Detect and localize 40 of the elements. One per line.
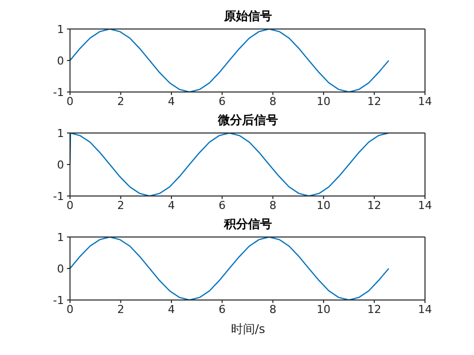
chart-title: 积分信号 [222, 216, 273, 232]
x-tick-label: 10 [316, 302, 331, 316]
line-series [70, 237, 390, 300]
x-tick-label: 10 [316, 198, 331, 212]
y-tick-label: -1 [53, 294, 64, 307]
x-tick-label: 12 [367, 198, 382, 212]
x-tick-label: 8 [269, 94, 276, 108]
chart-title: 原始信号 [223, 8, 273, 24]
x-tick-label: 0 [66, 94, 74, 108]
y-tick-label: 1 [57, 230, 64, 244]
x-tick-label: 8 [269, 198, 276, 212]
x-tick-label: 14 [418, 94, 432, 108]
x-tick-label: 6 [218, 94, 226, 108]
x-tick-label: 4 [168, 94, 175, 108]
x-tick-label: 4 [168, 302, 175, 316]
x-tick-label: 0 [66, 198, 74, 212]
y-tick-label: 0 [57, 158, 64, 172]
x-tick-label: 2 [117, 302, 124, 316]
x-tick-label: 14 [418, 302, 432, 316]
chart-title: 微分后信号 [216, 112, 279, 128]
x-tick-label: 0 [66, 302, 74, 316]
x-tick-label: 2 [117, 198, 124, 212]
x-tick-label: 14 [418, 198, 432, 212]
y-tick-label: 1 [57, 22, 64, 36]
x-tick-label: 6 [218, 198, 226, 212]
y-tick-label: 0 [57, 54, 64, 68]
x-axis-title: 时间/s [230, 321, 266, 338]
y-tick-label: 1 [57, 126, 64, 140]
x-tick-label: 4 [168, 198, 175, 212]
line-series [70, 29, 390, 92]
x-tick-label: 10 [316, 94, 331, 108]
y-tick-label: -1 [53, 86, 64, 99]
line-series [70, 133, 390, 196]
x-tick-label: 6 [218, 302, 226, 316]
y-tick-label: -1 [53, 190, 64, 203]
x-tick-label: 12 [367, 302, 382, 316]
x-tick-label: 2 [117, 94, 124, 108]
x-tick-label: 12 [367, 94, 382, 108]
x-tick-label: 8 [269, 302, 276, 316]
y-tick-label: 0 [57, 262, 64, 276]
